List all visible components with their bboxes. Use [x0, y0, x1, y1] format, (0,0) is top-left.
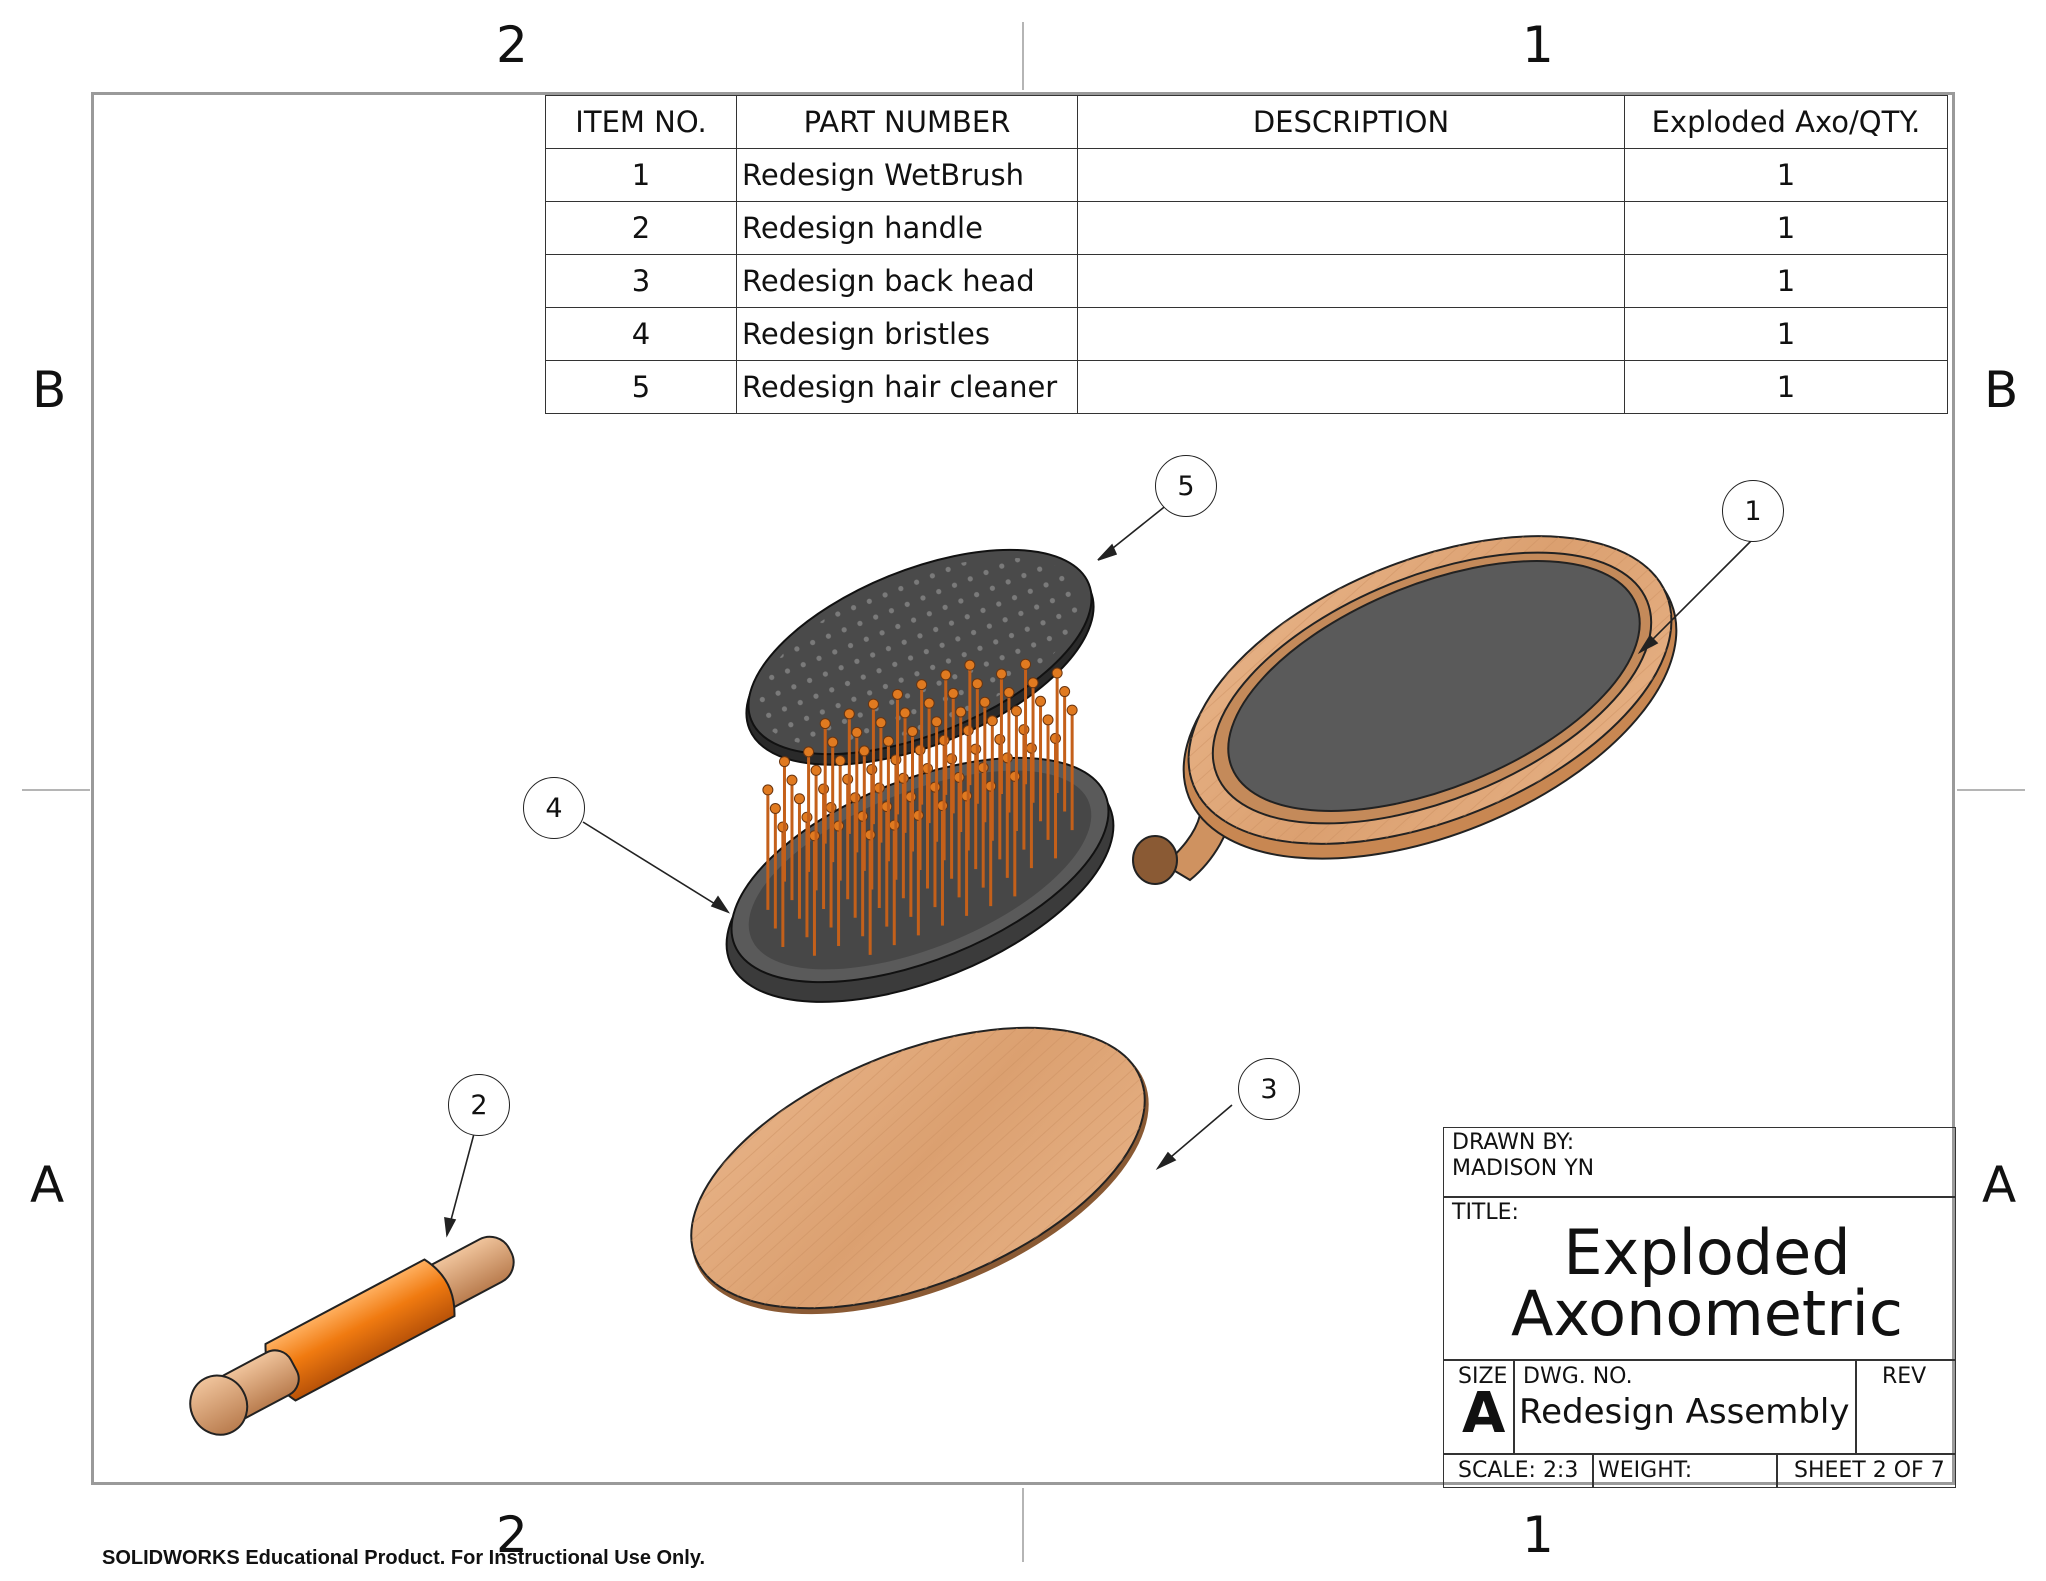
bom-row: 2 Redesign handle 1: [545, 201, 1948, 255]
part-wetbrush-body: [1132, 535, 1678, 885]
part-back-head: [690, 1026, 1149, 1315]
zone-row-b-left: B: [32, 361, 67, 419]
balloon-item-4: 4: [523, 777, 585, 839]
balloon-item-5: 5: [1155, 455, 1217, 517]
bom-row: 3 Redesign back head 1: [545, 254, 1948, 308]
zone-row-b-right: B: [1984, 361, 2019, 419]
zone-tick-left: [22, 789, 90, 791]
bom-row: 4 Redesign bristles 1: [545, 307, 1948, 361]
title-block-divider: [1592, 1453, 1594, 1488]
dwg-no-label: DWG. NO.: [1523, 1364, 1633, 1389]
bom-qty: 1: [1624, 307, 1948, 361]
bristle-field: [762, 658, 1078, 956]
leader-lines: [444, 503, 1753, 1238]
title-block-divider: [1855, 1359, 1857, 1455]
part-bristles: [725, 658, 1115, 1003]
bom-header-part-number: PART NUMBER: [736, 95, 1078, 149]
zone-col-2-top: 2: [496, 16, 528, 74]
drawn-by-value: MADISON YN: [1452, 1156, 1595, 1181]
size-label: SIZE: [1458, 1364, 1508, 1389]
bom-item-no: 4: [545, 307, 737, 361]
bom-header-description: DESCRIPTION: [1077, 95, 1625, 149]
title-block-bottom-row: [1443, 1453, 1956, 1488]
drawn-by-label: DRAWN BY:: [1452, 1130, 1575, 1155]
drawing-title-line1: Exploded: [1563, 1216, 1851, 1289]
bom-part-number: Redesign handle: [736, 201, 1078, 255]
bom-part-number: Redesign WetBrush: [736, 148, 1078, 202]
title-block-divider: [1513, 1359, 1515, 1455]
zone-row-a-left: A: [30, 1156, 65, 1214]
title-block-divider: [1776, 1453, 1778, 1488]
part-hair-cleaner: [745, 548, 1095, 766]
bom-item-no: 2: [545, 201, 737, 255]
bom-item-no: 5: [545, 360, 737, 414]
bom-header-item-no: ITEM NO.: [545, 95, 737, 149]
bom-part-number: Redesign back head: [736, 254, 1078, 308]
drawing-border: [91, 92, 1955, 1485]
bom-item-no: 1: [545, 148, 737, 202]
sheet-label: SHEET 2 OF 7: [1794, 1458, 1945, 1483]
scale-label: SCALE: 2:3: [1458, 1458, 1579, 1483]
title-block-dwg-row: [1443, 1359, 1956, 1455]
bill-of-materials: ITEM NO. PART NUMBER DESCRIPTION Explode…: [545, 95, 1948, 414]
zone-row-a-right: A: [1982, 1156, 2017, 1214]
zone-col-1-top: 1: [1522, 16, 1554, 74]
bom-description: [1077, 201, 1625, 255]
bom-part-number: Redesign hair cleaner: [736, 360, 1078, 414]
size-value: A: [1462, 1381, 1506, 1446]
dwg-no-value: Redesign Assembly: [1519, 1392, 1850, 1432]
zone-tick-bottom: [1022, 1488, 1024, 1562]
bom-header-row: ITEM NO. PART NUMBER DESCRIPTION Explode…: [545, 95, 1948, 149]
zone-col-1-bottom: 1: [1522, 1506, 1554, 1564]
bom-description: [1077, 254, 1625, 308]
balloon-item-3: 3: [1238, 1058, 1300, 1120]
part-handle: [189, 1235, 515, 1436]
bom-qty: 1: [1624, 254, 1948, 308]
bom-qty: 1: [1624, 360, 1948, 414]
zone-tick-right: [1957, 789, 2025, 791]
title-block-title: [1443, 1196, 1956, 1361]
zone-tick-top: [1022, 22, 1024, 90]
bom-row: 5 Redesign hair cleaner 1: [545, 360, 1948, 414]
bom-description: [1077, 360, 1625, 414]
educational-watermark: SOLIDWORKS Educational Product. For Inst…: [102, 1547, 706, 1569]
title-label: TITLE:: [1452, 1200, 1519, 1225]
title-block-drawn-by: [1443, 1127, 1956, 1198]
rev-label: REV: [1882, 1364, 1927, 1389]
bom-item-no: 3: [545, 254, 737, 308]
drawing-title-line2: Axonometric: [1510, 1277, 1903, 1350]
weight-label: WEIGHT:: [1598, 1458, 1693, 1483]
balloon-item-2: 2: [448, 1074, 510, 1136]
zone-col-2-bottom: 2: [496, 1506, 528, 1564]
balloon-item-1: 1: [1722, 480, 1784, 542]
